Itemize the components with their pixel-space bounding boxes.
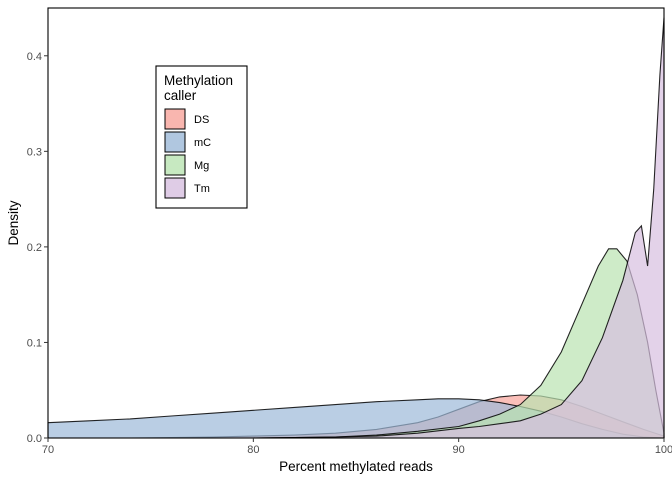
density-area-tm bbox=[48, 17, 665, 439]
legend-label-ds: DS bbox=[194, 114, 209, 126]
x-axis-title: Percent methylated reads bbox=[279, 459, 433, 474]
legend-key-mg bbox=[164, 154, 186, 176]
y-tick-label: 0.0 bbox=[27, 433, 42, 445]
y-tick-label: 0.2 bbox=[27, 242, 42, 254]
legend-label-mc: mC bbox=[194, 137, 211, 149]
legend-key-ds bbox=[164, 108, 186, 130]
legend-title: Methylation bbox=[164, 73, 233, 88]
panel-border bbox=[47, 7, 665, 439]
y-axis: 0.0 0.1 0.2 0.3 0.4 bbox=[27, 51, 48, 445]
x-tick-label: 70 bbox=[42, 444, 54, 456]
x-tick-label: 80 bbox=[247, 444, 259, 456]
legend-title: caller bbox=[164, 88, 197, 103]
density-areas bbox=[47, 17, 665, 439]
y-tick-label: 0.3 bbox=[27, 146, 42, 158]
y-tick-label: 0.4 bbox=[27, 51, 42, 63]
legend-label-mg: Mg bbox=[194, 160, 209, 172]
x-tick-label: 90 bbox=[453, 444, 465, 456]
y-axis-title: Density bbox=[6, 200, 21, 245]
legend-key-mc bbox=[164, 131, 186, 153]
y-tick-label: 0.1 bbox=[27, 337, 42, 349]
x-axis: 70 80 90 100 bbox=[42, 438, 672, 456]
legend-label-tm: Tm bbox=[194, 183, 210, 195]
legend-key-tm bbox=[164, 177, 186, 199]
x-tick-label: 100 bbox=[655, 444, 672, 456]
